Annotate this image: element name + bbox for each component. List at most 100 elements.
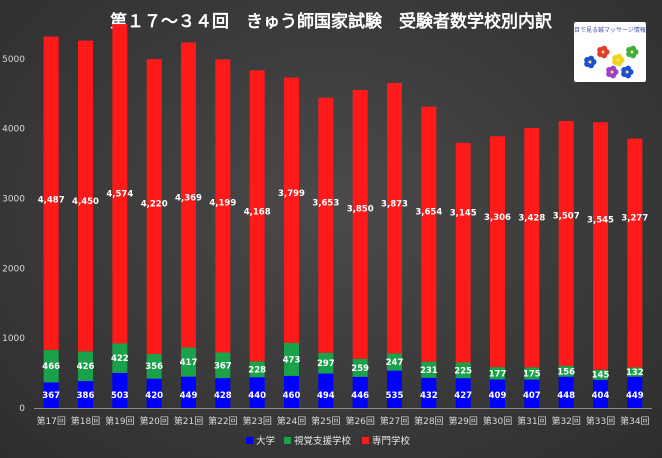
data-label: 3,306 [484,213,511,223]
logo-petal [616,53,623,60]
data-label: 4,369 [175,193,202,203]
bar-大学-第24回 [284,375,299,408]
data-label: 409 [489,391,507,401]
y-tick-label: 0 [19,404,25,414]
bar-大学-第17回 [43,382,59,408]
bar-大学-第26回 [352,376,368,408]
bar-視覚支援学校-第23回 [249,361,265,378]
data-label: 145 [592,371,610,381]
bar-大学-第21回 [181,376,196,408]
x-tick-label: 第25回 [311,415,340,427]
data-label: 3,654 [415,208,442,218]
bar-専門学校-第25回 [318,97,334,353]
data-label: 426 [77,362,95,372]
bar-専門学校-第20回 [146,59,162,354]
bar-専門学校-第27回 [387,82,402,354]
data-label: 247 [386,358,404,368]
bar-視覚支援学校-第21回 [181,347,196,377]
x-tick-label: 第19回 [105,415,134,427]
x-tick-label: 第30回 [483,415,512,427]
x-tick-label: 第21回 [174,415,203,427]
data-label: 3,799 [278,189,305,199]
data-label: 356 [145,362,163,372]
x-tick-label: 第18回 [71,415,100,427]
data-label: 177 [489,369,507,379]
data-label: 440 [248,391,266,401]
bar-大学-第23回 [249,377,265,408]
data-labels: 367 466 4,487 386 426 4,450 503 422 4,574 420 356 4… [38,189,649,401]
logo-flower-center [601,50,605,54]
x-tick-label: 第33回 [586,415,615,427]
data-label: 156 [557,367,575,377]
bar-大学-第31回 [524,379,540,408]
data-label: 4,574 [106,189,133,199]
bar-大学-第27回 [387,370,402,408]
data-label: 3,507 [553,212,580,222]
bar-大学-第19回 [112,372,128,408]
bar-専門学校-第21回 [181,42,196,348]
bar-専門学校-第31回 [524,128,540,368]
logo-text: 目で見る鍼マッサージ情報 [574,26,646,34]
data-label: 446 [351,391,369,401]
bar-専門学校-第23回 [249,70,265,362]
data-label: 407 [523,391,541,401]
data-label: 404 [592,391,610,401]
data-label: 367 [214,361,232,371]
logo-petal [625,65,632,72]
data-label: 225 [454,366,472,376]
logo-flower-center [588,60,592,64]
data-label: 3,850 [347,205,374,215]
logo-flower-center [625,70,629,74]
data-label: 503 [111,391,129,401]
bar-視覚支援学校-第28回 [421,361,437,378]
data-label: 449 [626,391,644,401]
bar-視覚支援学校-第26回 [352,358,368,377]
bar-大学-第20回 [146,378,162,408]
bar-視覚支援学校-第34回 [627,367,643,377]
data-label: 367 [42,391,60,401]
bar-大学-第32回 [558,376,574,408]
logo-petal [601,45,608,52]
bar-視覚支援学校-第32回 [558,365,574,377]
y-tick-label: 1000 [2,334,25,344]
bar-専門学校-第30回 [490,136,505,368]
bar-専門学校-第17回 [43,36,59,350]
data-label: 4,220 [141,200,168,210]
data-label: 3,653 [312,199,339,209]
x-tick-label: 第22回 [208,415,237,427]
logo-petal [610,65,617,72]
bar-大学-第29回 [455,378,471,408]
x-axis: 第17回 第18回 第19回 第20回 第21回 第22回 第23回 第24回 第25回 第26回… [34,408,652,427]
data-label: 259 [351,364,369,374]
x-tick-label: 第24回 [277,415,306,427]
data-label: 3,545 [587,216,614,226]
bar-大学-第25回 [318,373,334,408]
bar-専門学校-第34回 [627,138,643,368]
data-label: 448 [557,391,575,401]
bar-専門学校-第19回 [112,24,128,344]
bar-専門学校-第32回 [558,120,574,366]
bar-大学-第22回 [215,378,231,408]
logo-flower-center [630,50,634,54]
legend-label: 専門学校 [372,435,411,447]
bar-視覚支援学校-第27回 [387,353,402,371]
data-label: 4,487 [38,196,65,206]
data-label: 473 [283,355,301,365]
legend-label: 大学 [256,435,275,447]
bar-視覚支援学校-第20回 [146,353,162,379]
data-label: 417 [180,358,198,368]
legend-swatch [362,437,369,444]
bar-専門学校-第22回 [215,59,231,353]
bar-視覚支援学校-第17回 [43,349,59,383]
data-label: 386 [77,391,95,401]
bar-視覚支援学校-第25回 [318,352,334,374]
bar-大学-第33回 [593,379,608,408]
x-tick-label: 第23回 [242,415,271,427]
data-label: 535 [386,391,404,401]
logo-petal [630,45,637,52]
data-label: 4,168 [244,207,271,217]
data-label: 432 [420,391,438,401]
data-label: 494 [317,391,335,401]
data-label: 422 [111,354,129,364]
